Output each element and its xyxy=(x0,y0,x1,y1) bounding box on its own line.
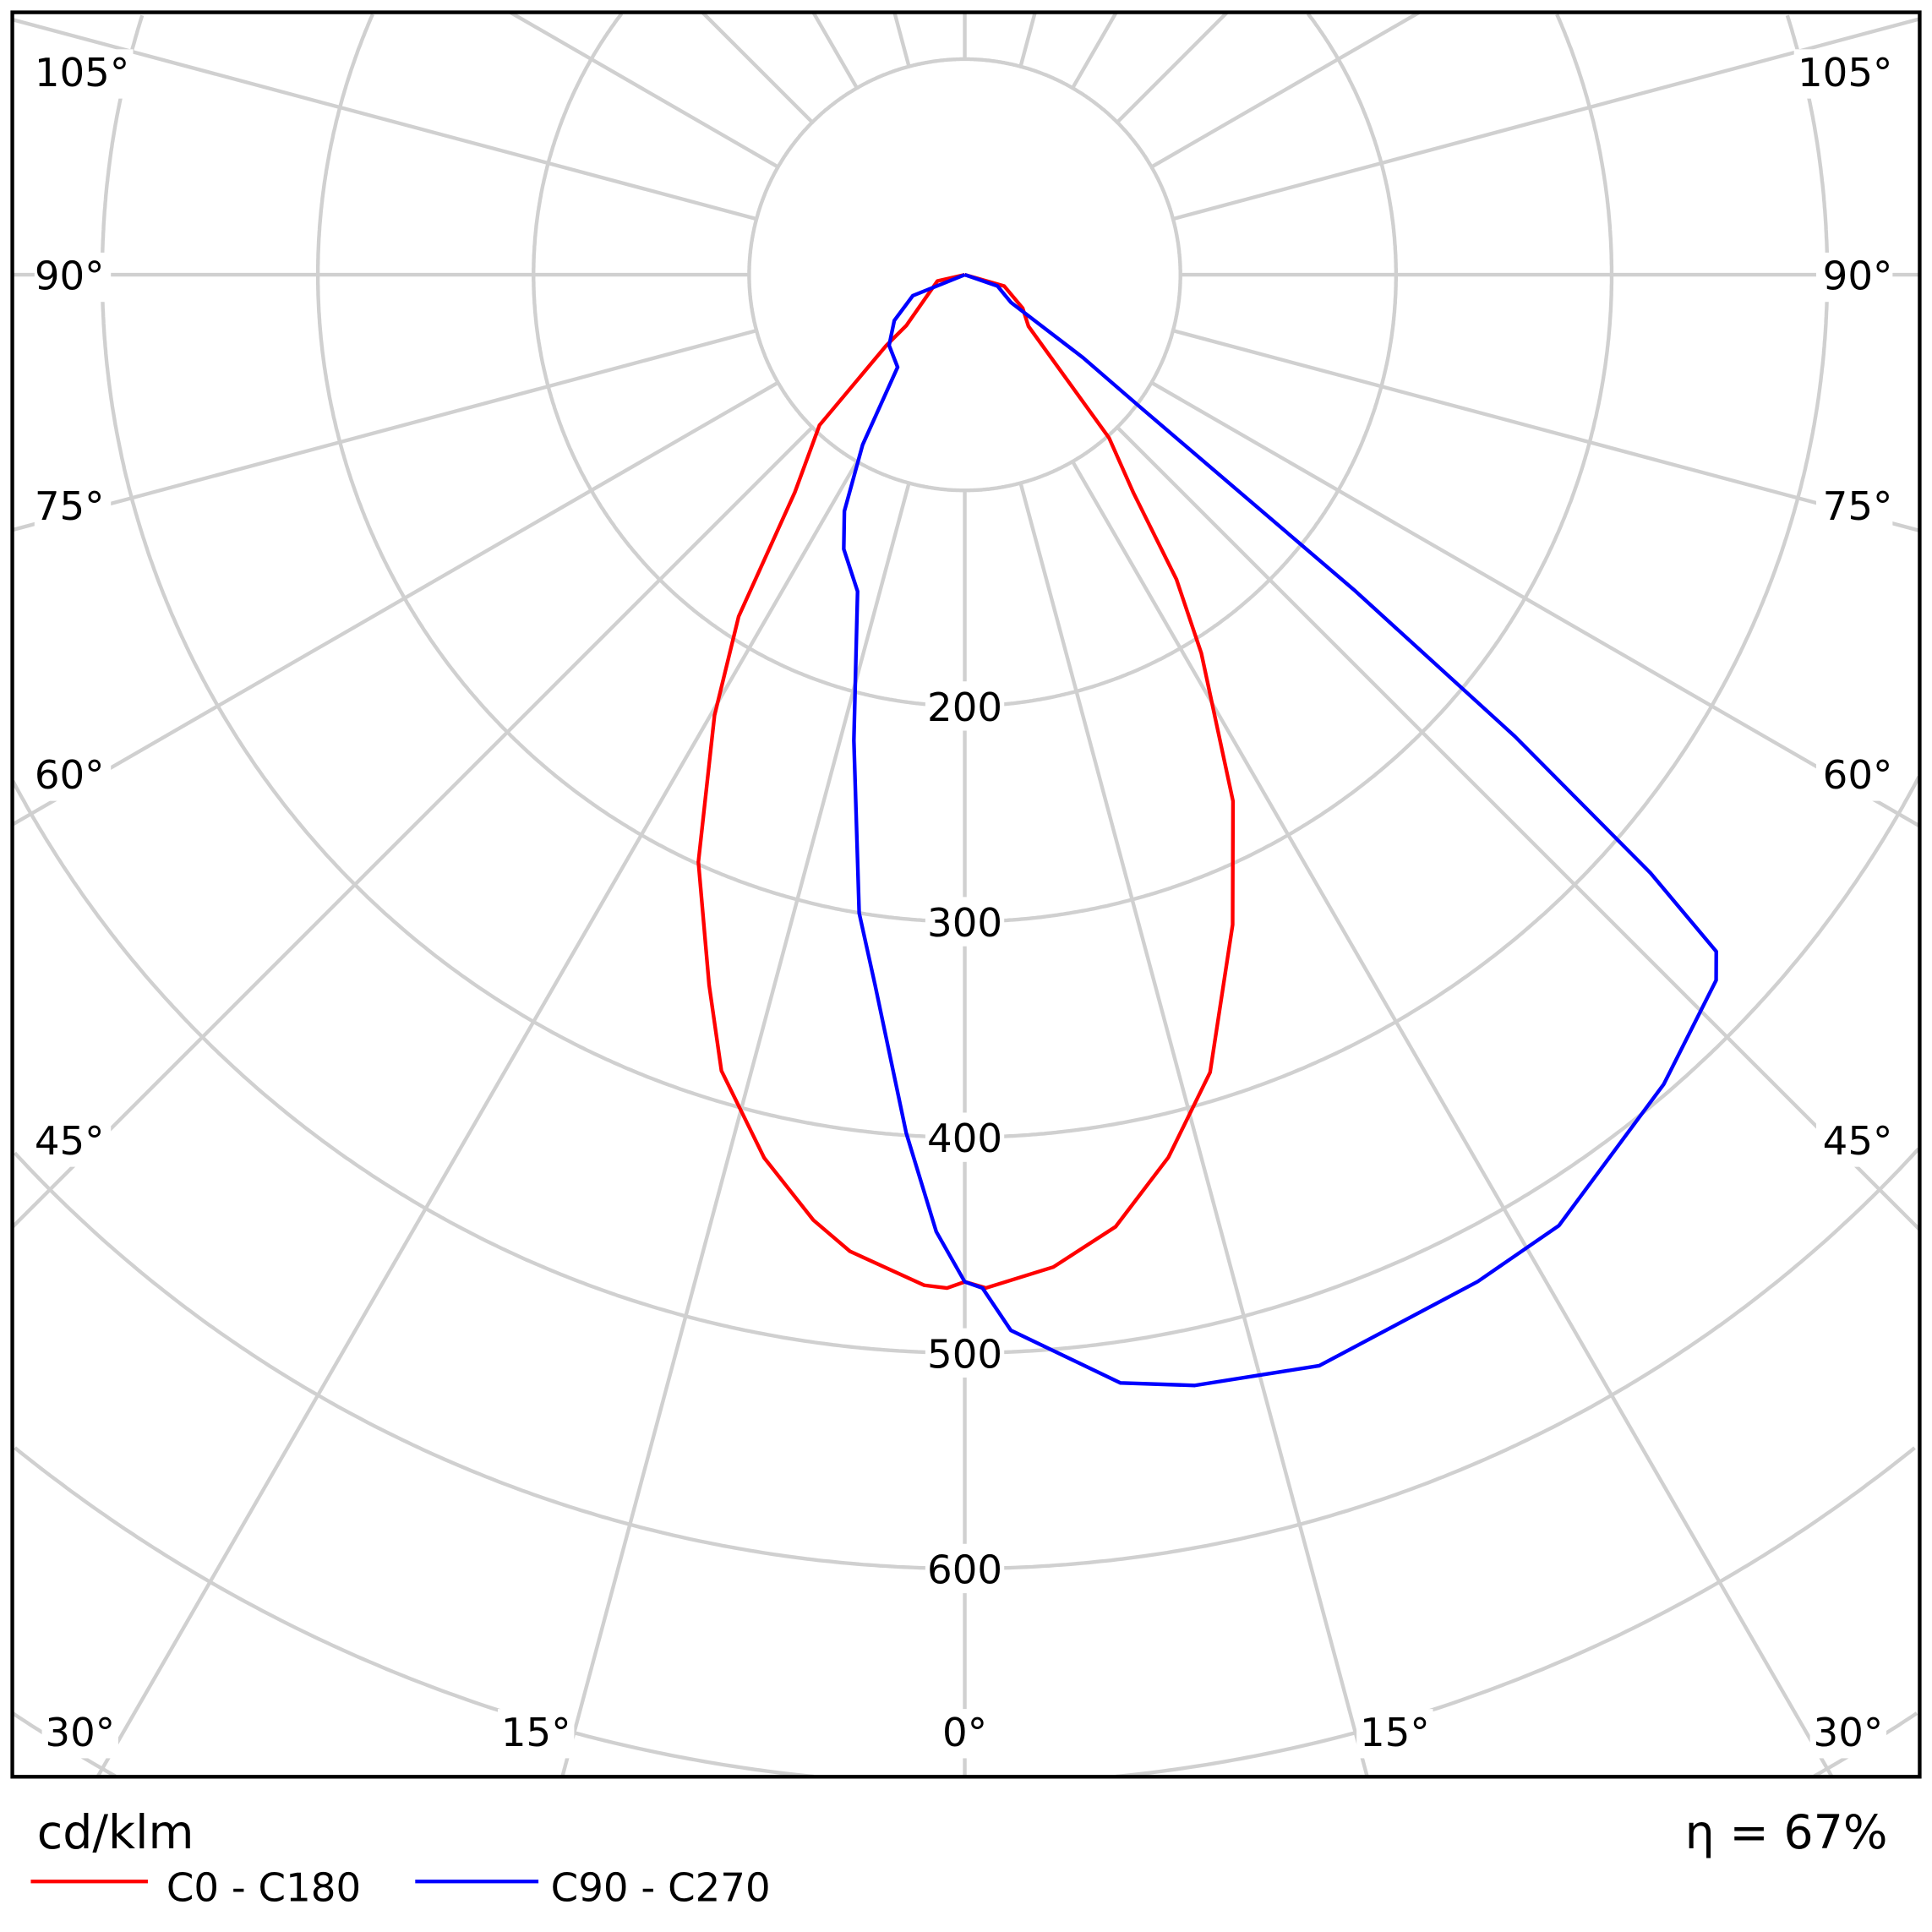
angle-tick-bg xyxy=(34,483,112,532)
radial-tick-bg xyxy=(925,1112,1005,1162)
angle-tick-bg xyxy=(34,751,112,801)
angle-tick-bg xyxy=(1815,1117,1893,1167)
radial-tick-label: 400 xyxy=(927,1116,1002,1162)
angle-tick-label: 30° xyxy=(1814,1711,1884,1756)
angle-tick-bg xyxy=(34,49,134,99)
grid-ring-700 xyxy=(14,1446,1916,1779)
grid-ring-200 xyxy=(532,12,1398,708)
grid-spoke-45 xyxy=(1116,425,1921,1231)
grid-spoke-30 xyxy=(1071,460,1834,1778)
grid-spoke-135 xyxy=(1116,11,1229,124)
angle-tick-bg xyxy=(937,1709,992,1759)
tick-labels: 200 300 400 500 600 105° 105° 90° 90° 75° 75° 60° 60… xyxy=(34,49,1893,1759)
series-c0-c180 xyxy=(696,272,1236,1291)
angle-tick-label: 60° xyxy=(35,753,105,799)
grid-spoke-15 xyxy=(1018,482,1369,1777)
grid-spoke--30 xyxy=(96,460,859,1778)
legend: C0 - C180 C90 - C270 xyxy=(30,1866,771,1912)
radial-tick-bg xyxy=(925,897,1005,947)
grid-spoke--105 xyxy=(12,18,757,221)
angle-tick-bg xyxy=(1815,483,1893,532)
radial-tick-label: 500 xyxy=(927,1332,1002,1378)
angle-tick-bg xyxy=(41,1709,118,1759)
angle-tick-label: 75° xyxy=(1823,484,1893,530)
unit-label: cd/klm xyxy=(37,1806,194,1860)
angle-tick-label: 30° xyxy=(45,1711,115,1756)
angle-tick-label: 105° xyxy=(1798,51,1892,96)
grid-spoke--45 xyxy=(11,425,814,1229)
radial-tick-label: 200 xyxy=(927,685,1002,731)
grid-spoke--150 xyxy=(811,11,859,90)
grid-spoke--60 xyxy=(11,380,779,827)
angle-tick-label: 15° xyxy=(501,1711,571,1756)
grid-spoke--165 xyxy=(892,12,911,68)
angle-tick-label: 105° xyxy=(35,51,129,96)
angle-tick-label: 90° xyxy=(1823,254,1893,300)
radial-tick-bg xyxy=(925,1328,1005,1378)
radial-tick-label: 300 xyxy=(927,901,1002,947)
curves xyxy=(696,272,1718,1388)
angle-tick-bg xyxy=(497,1709,575,1759)
angle-tick-label: 90° xyxy=(35,254,105,300)
angle-tick-label: 75° xyxy=(35,484,105,530)
efficiency-label: η = 67% xyxy=(1685,1806,1888,1860)
series-c90-c270 xyxy=(842,273,1718,1388)
grid-ring-300 xyxy=(315,13,1614,924)
grid-spoke--135 xyxy=(701,11,814,124)
angle-tick-bg xyxy=(1356,1709,1433,1759)
grid-spoke--15 xyxy=(560,482,911,1777)
angle-tick-label: 45° xyxy=(1823,1119,1893,1165)
grid-spoke-75 xyxy=(1172,329,1920,532)
angle-tick-bg xyxy=(34,1117,112,1167)
legend-label-c90-c270: C90 - C270 xyxy=(551,1866,771,1912)
legend-label-c0-c180: C0 - C180 xyxy=(166,1866,361,1912)
angle-tick-bg xyxy=(1815,751,1893,801)
angle-tick-bg xyxy=(1809,1709,1887,1759)
grid-spoke-120 xyxy=(1150,10,1421,169)
angle-tick-label: 15° xyxy=(1360,1711,1430,1756)
grid-spoke-150 xyxy=(1071,11,1118,90)
grid-spoke-60 xyxy=(1150,380,1921,828)
angle-tick-bg xyxy=(1793,49,1893,99)
radial-tick-label: 600 xyxy=(927,1547,1002,1593)
angle-tick-bg xyxy=(1815,252,1893,303)
grid-spoke--120 xyxy=(509,10,779,169)
plot-frame xyxy=(10,10,1922,1779)
angle-tick-label: 60° xyxy=(1823,753,1893,799)
grid-spoke-165 xyxy=(1018,12,1037,68)
radial-tick-bg xyxy=(925,681,1005,731)
angle-tick-label: 0° xyxy=(942,1711,987,1756)
grid-spoke--75 xyxy=(12,329,757,532)
grid-spoke-105 xyxy=(1172,17,1920,221)
angle-tick-label: 45° xyxy=(35,1119,105,1165)
angle-tick-bg xyxy=(34,252,112,303)
radial-tick-bg xyxy=(925,1543,1005,1594)
